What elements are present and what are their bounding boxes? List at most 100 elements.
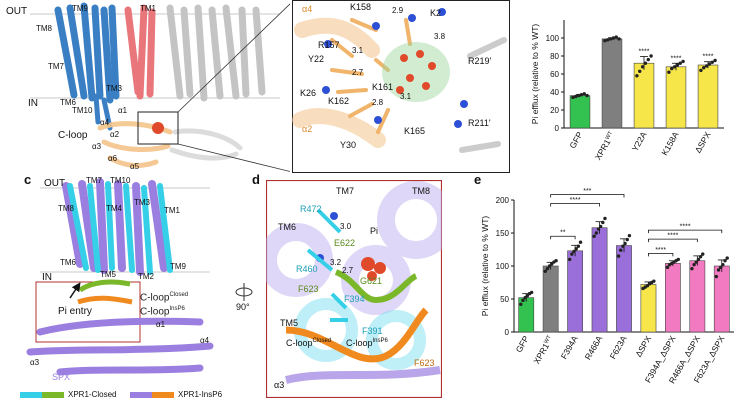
chart-top-data-point xyxy=(603,39,607,43)
d-label-d32: 3.2 xyxy=(330,258,342,267)
chart-e-data-point xyxy=(592,234,596,238)
chart-top-data-point xyxy=(608,37,613,41)
chart-top-data-point xyxy=(667,70,671,74)
chart-top-bar xyxy=(569,95,591,129)
chart-e-data-point xyxy=(623,241,627,246)
label-a4-top: α4 xyxy=(100,118,110,127)
chart-e-data-point xyxy=(521,298,525,303)
chart-top-data-point xyxy=(638,69,642,74)
chart-top-category-label: K158A xyxy=(659,130,681,157)
inset-label-k161: K161 xyxy=(372,82,394,92)
chart-e-data-point xyxy=(698,255,703,259)
inset-label-y22: Y22 xyxy=(308,54,325,64)
c-label-tm2: TM2 xyxy=(138,272,154,281)
panel-d-closeup xyxy=(266,180,442,398)
chart-e-bracket xyxy=(550,235,576,240)
label-tm1-top: TM1 xyxy=(140,4,156,13)
chart-e-bar xyxy=(689,260,706,333)
chart-e-data-point xyxy=(627,233,632,238)
chart-e-data-point xyxy=(567,257,572,262)
d-label-e622: E622 xyxy=(334,238,356,248)
chart-top-ytick-label: 80 xyxy=(550,52,559,61)
chart-e-data-point xyxy=(676,257,681,262)
chart-e-data-point xyxy=(701,252,705,256)
c-cloop-closed-text: C-loop xyxy=(140,292,170,304)
inset-label-d27: 2.7 xyxy=(352,68,364,77)
chart-top-data-point xyxy=(702,66,706,70)
c-label-a4: α4 xyxy=(200,336,210,345)
c-label-in: IN xyxy=(42,272,52,283)
chart-e-ytick-label: 100 xyxy=(496,262,510,271)
label-tm9-top: TM9 xyxy=(72,4,88,13)
chart-top-bar xyxy=(697,64,719,129)
chart-top-significance: **** xyxy=(703,54,714,61)
chart-top-data-point xyxy=(606,38,610,42)
chart-e-data-point xyxy=(601,220,605,225)
chart-top-data-point xyxy=(646,57,650,62)
chart-e-bar xyxy=(542,265,559,333)
chart-e-data-point xyxy=(665,265,670,270)
chart-top-category-label: Y22A xyxy=(630,130,649,153)
chart-top-data-point xyxy=(670,66,674,71)
c-label-tm10: TM10 xyxy=(110,176,131,185)
chart-e-bar xyxy=(616,245,632,333)
inset-label-a2: α2 xyxy=(302,124,313,134)
chart-top-data-point xyxy=(672,65,677,69)
chart-e-data-point xyxy=(547,264,552,268)
chart-top-ytick-label: 100 xyxy=(546,34,560,43)
chart-top-category-label: ΔSPX xyxy=(693,130,713,155)
d-label-tm5: TM5 xyxy=(280,318,298,328)
chart-e-data-point xyxy=(574,247,578,251)
chart-top-ylabel: Pi efflux (relative to % WT) xyxy=(530,24,540,125)
panel-letter-e: e xyxy=(474,172,482,187)
chart-top-data-point xyxy=(576,93,581,98)
chart-e-bracket-label: **** xyxy=(680,224,691,231)
chart-top-significance: **** xyxy=(671,55,682,62)
c-label-out: OUT xyxy=(44,178,66,189)
chart-top-data-point xyxy=(699,68,703,73)
chart-top-data-point xyxy=(614,35,618,39)
d-label-f394: F394 xyxy=(344,294,365,304)
label-tm8-top: TM8 xyxy=(36,24,52,33)
chart-top-significance: **** xyxy=(639,48,650,55)
chart-e-bracket xyxy=(648,253,674,257)
chart-top-data-point xyxy=(707,62,712,66)
chart-e-data-point xyxy=(718,265,723,270)
chart-e-category-label: R466A xyxy=(583,334,605,362)
chart-e-data-point xyxy=(692,262,696,267)
chart-e-data-point xyxy=(529,290,534,295)
c-label-spx: SPX xyxy=(52,372,71,382)
chart-e-data-point xyxy=(619,248,623,252)
chart-e-ytick-label: 150 xyxy=(496,229,510,238)
chart-top-category-superscript: WT xyxy=(605,130,615,141)
chart-e-data-point xyxy=(616,254,621,258)
chart-e-data-point xyxy=(523,295,527,300)
inset-label-r211: R211' xyxy=(468,118,491,128)
d-label-d30: 3.0 xyxy=(340,222,352,231)
label-a1-top: α1 xyxy=(118,106,128,115)
chart-e-ytick-label: 50 xyxy=(500,295,509,304)
inset-label-k158: K158 xyxy=(350,2,372,12)
label-tm3-top: TM3 xyxy=(106,84,122,93)
chart-top-data-point xyxy=(675,63,680,67)
chart-e-data-point xyxy=(550,262,554,266)
d-cloop-insp6-text: C-loop xyxy=(346,338,373,348)
d-label-a3: α3 xyxy=(274,380,285,390)
chart-e-data-point xyxy=(594,231,599,235)
c-label-cloop-insp6: C-loopInsP6 xyxy=(140,306,185,317)
chart-top-ytick-label: 20 xyxy=(550,106,559,115)
d-label-f623a: F623 xyxy=(298,284,319,294)
chart-e-data-point xyxy=(694,260,698,264)
label-a3-top: α3 xyxy=(92,142,102,151)
chart-e-bracket-label: **** xyxy=(667,233,678,240)
chart-e-bracket xyxy=(648,229,723,234)
chart-e-data-point xyxy=(603,216,607,221)
chart-top-data-point xyxy=(571,95,575,100)
d-cloop-closed-sup: Closed xyxy=(312,338,332,344)
chart-e-data-point xyxy=(714,274,719,279)
c-legend-insp6: XPR1-InsP6 xyxy=(178,390,223,399)
chart-e-data-point xyxy=(645,284,650,288)
chart-e-bracket-label: **** xyxy=(655,247,666,254)
chart-top-ytick-label: 40 xyxy=(550,88,559,97)
chart-top-data-point xyxy=(640,65,645,69)
